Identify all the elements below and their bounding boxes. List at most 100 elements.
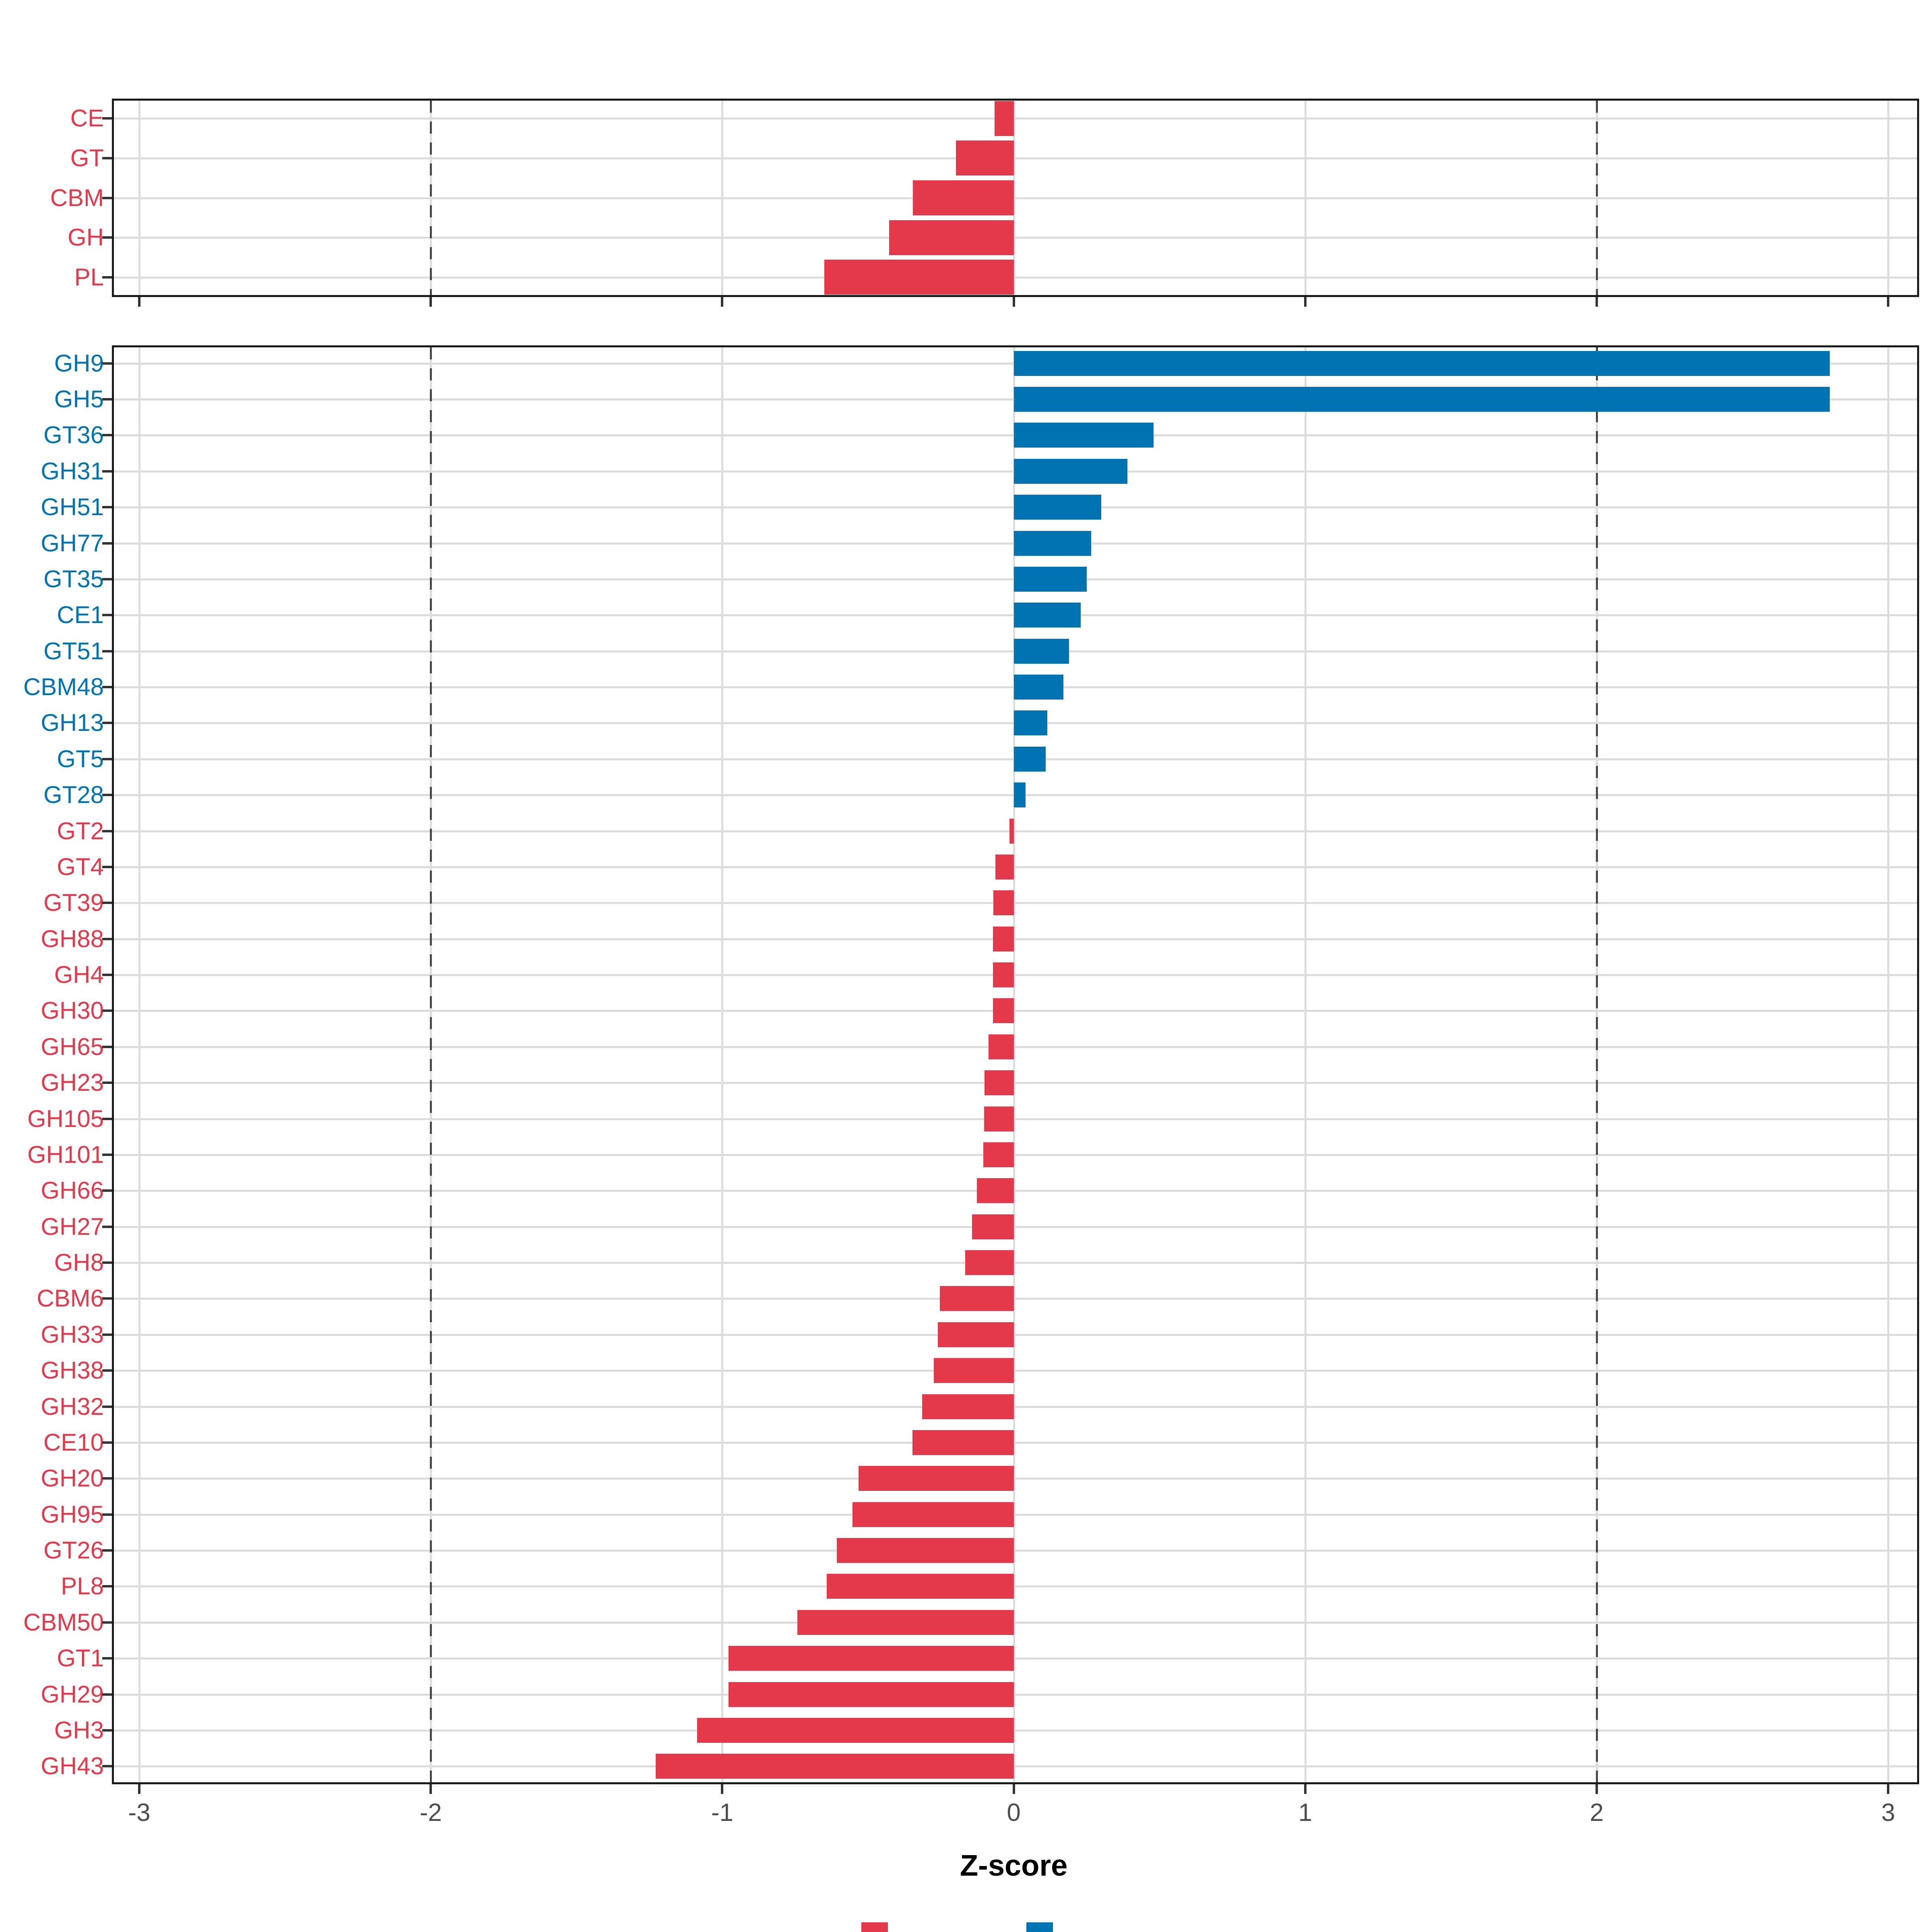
y-tick-mark [102, 1153, 112, 1156]
category-label-GH88: GH88 [41, 925, 104, 952]
x-tick-label-2: 2 [1589, 1799, 1604, 1827]
panel-subfamilies [112, 345, 1919, 1784]
row-gridline [114, 1298, 1917, 1300]
bar-CE [994, 101, 1014, 136]
category-label-GH8: GH8 [54, 1249, 104, 1276]
category-label-GT39: GT39 [43, 889, 104, 916]
y-tick-mark [102, 902, 112, 904]
y-tick-mark [102, 1657, 112, 1660]
bar-GH51 [1013, 495, 1101, 520]
row-gridline [114, 830, 1917, 832]
bar-GH4 [993, 962, 1014, 988]
y-tick-mark [102, 1405, 112, 1408]
increase-swatch [1026, 1922, 1053, 1932]
y-tick-mark [102, 1729, 112, 1732]
tick-gridline [138, 347, 141, 1782]
row-gridline [114, 1226, 1917, 1228]
category-label-GT1: GT1 [57, 1645, 104, 1672]
x-tick-mark [1887, 297, 1890, 307]
bar-GT2 [1009, 818, 1014, 844]
bar-CE10 [912, 1430, 1014, 1455]
category-label-PL: PL [74, 263, 104, 291]
category-label-GH29: GH29 [41, 1680, 104, 1708]
x-tick-mark [1596, 297, 1598, 307]
y-tick-mark [102, 1621, 112, 1624]
row-gridline [114, 1118, 1917, 1120]
category-label-GT26: GT26 [43, 1537, 104, 1564]
category-label-GH3: GH3 [54, 1716, 104, 1744]
category-label-CBM50: CBM50 [23, 1608, 104, 1636]
category-label-GT36: GT36 [43, 421, 104, 449]
decrease-swatch [861, 1922, 888, 1932]
y-tick-mark [102, 1225, 112, 1228]
dashed-reference-line [430, 347, 432, 1782]
x-tick-mark [721, 1784, 724, 1794]
x-tick-label-1: 1 [1298, 1799, 1313, 1827]
bar-GH43 [656, 1754, 1014, 1779]
bar-GH8 [965, 1250, 1014, 1276]
y-tick-mark [102, 1297, 112, 1300]
category-label-GT5: GT5 [57, 745, 104, 772]
category-label-GH5: GH5 [54, 386, 104, 413]
y-tick-mark [102, 434, 112, 437]
y-tick-mark [102, 722, 112, 724]
row-gridline [114, 1693, 1917, 1696]
tick-gridline [1013, 347, 1015, 1782]
bar-CBM50 [797, 1610, 1014, 1635]
row-gridline [114, 276, 1917, 279]
category-label-GH20: GH20 [41, 1465, 104, 1492]
category-label-GH9: GH9 [54, 349, 104, 377]
row-gridline [114, 1046, 1917, 1048]
category-label-GH77: GH77 [41, 529, 104, 557]
y-tick-mark [102, 542, 112, 545]
tick-gridline [1304, 347, 1307, 1782]
row-gridline [114, 1550, 1917, 1552]
x-tick-mark [1304, 297, 1307, 307]
y-tick-mark [102, 830, 112, 832]
x-tick-mark [1012, 1784, 1015, 1794]
bar-GT36 [1013, 423, 1154, 448]
row-gridline [114, 237, 1917, 239]
bar-GT35 [1013, 566, 1087, 592]
category-label-GT: GT [70, 144, 104, 171]
row-gridline [114, 1406, 1917, 1408]
y-tick-mark [102, 614, 112, 617]
bar-PL8 [827, 1574, 1014, 1599]
category-label-GT2: GT2 [57, 817, 104, 844]
bar-GT1 [729, 1646, 1014, 1671]
dashed-reference-line [430, 101, 432, 295]
bar-GT28 [1013, 782, 1026, 808]
row-gridline [114, 1729, 1917, 1732]
category-label-CBM: CBM [50, 184, 104, 211]
bar-GH3 [697, 1717, 1014, 1743]
x-tick-label--3: -3 [128, 1799, 151, 1827]
row-gridline [114, 902, 1917, 904]
x-tick-mark [429, 1784, 432, 1794]
tick-gridline [1887, 347, 1890, 1782]
x-tick-mark [1012, 297, 1015, 307]
y-tick-mark [102, 1369, 112, 1372]
bar-GT4 [995, 854, 1014, 879]
bar-GH29 [729, 1682, 1014, 1707]
bar-GT5 [1013, 746, 1046, 772]
legend-item-decrease: Decrease [861, 1922, 1013, 1932]
category-label-GH101: GH101 [27, 1141, 104, 1168]
category-label-GH13: GH13 [41, 709, 104, 737]
category-label-GH66: GH66 [41, 1177, 104, 1204]
bar-GH65 [988, 1034, 1014, 1059]
tick-gridline [138, 101, 141, 295]
category-label-CE1: CE1 [57, 601, 104, 629]
y-tick-mark [102, 1693, 112, 1696]
bar-GH66 [976, 1178, 1014, 1203]
category-label-CE10: CE10 [43, 1428, 104, 1456]
tick-gridline [1887, 101, 1890, 295]
y-tick-mark [102, 650, 112, 652]
y-tick-mark [102, 937, 112, 940]
y-tick-mark [102, 1765, 112, 1768]
bar-CBM [913, 180, 1014, 215]
category-label-GT35: GT35 [43, 565, 104, 592]
row-gridline [114, 974, 1917, 976]
category-label-GT4: GT4 [57, 853, 104, 880]
row-gridline [114, 1082, 1917, 1084]
y-tick-mark [102, 117, 112, 120]
